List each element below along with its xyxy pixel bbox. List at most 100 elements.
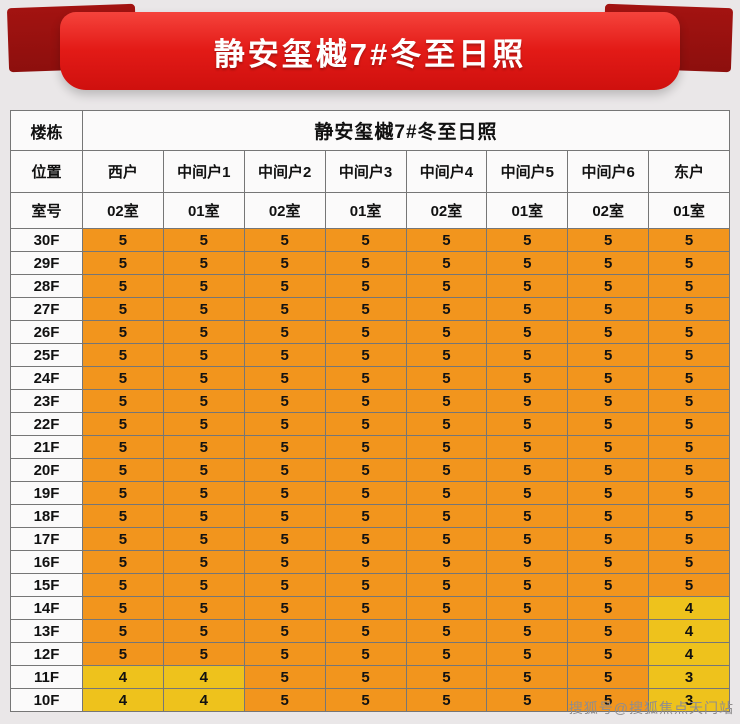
floor-row-18F: 18F 5 5 5 5 5 5 5 5 [10,504,730,528]
value-cell: 4 [82,688,164,712]
value-cell: 5 [648,297,730,321]
position-row: 位置 西户 中间户1 中间户2 中间户3 中间户4 中间户5 中间户6 东户 [10,150,730,193]
room-col-4: 02室 [405,192,488,229]
value-cell: 5 [324,527,407,551]
value-cell: 5 [82,274,164,298]
floor-row-15F: 15F 5 5 5 5 5 5 5 5 [10,573,730,597]
value-cell: 5 [82,435,164,459]
value-cell: 5 [243,320,326,344]
ribbon-main: 静安玺樾7#冬至日照 [60,12,680,90]
value-cell: 5 [243,435,326,459]
value-cell: 5 [82,596,164,620]
value-cell: 5 [405,435,488,459]
room-row: 室号 02室 01室 02室 01室 02室 01室 02室 01室 [10,192,730,229]
value-cell: 5 [243,688,326,712]
value-cell: 5 [486,527,569,551]
value-cell: 5 [324,435,407,459]
value-cell: 5 [486,619,569,643]
value-cell: 5 [324,412,407,436]
value-cell: 5 [567,665,650,689]
room-col-1: 01室 [162,192,245,229]
value-cell: 5 [162,274,245,298]
position-col-1: 中间户1 [162,150,245,193]
value-cell: 5 [162,619,245,643]
value-cell: 5 [324,665,407,689]
value-cell: 5 [567,389,650,413]
value-cell: 5 [486,297,569,321]
value-cell: 5 [324,251,407,275]
value-cell: 5 [162,481,245,505]
floor-label: 15F [10,573,83,597]
value-cell: 5 [567,343,650,367]
value-cell: 5 [324,343,407,367]
value-cell: 5 [324,481,407,505]
value-cell: 5 [486,320,569,344]
watermark: 搜狐号@搜狐焦点天门站 [568,700,734,716]
value-cell: 5 [243,596,326,620]
value-cell: 5 [405,550,488,574]
value-cell: 5 [405,458,488,482]
value-cell: 5 [405,389,488,413]
value-cell: 5 [324,573,407,597]
floor-label: 20F [10,458,83,482]
value-cell: 5 [567,274,650,298]
value-cell: 4 [648,642,730,666]
floor-row-10F: 10F 4 4 5 5 5 5 5 3 [10,688,730,712]
value-cell: 5 [324,458,407,482]
value-cell: 5 [243,619,326,643]
floor-label: 17F [10,527,83,551]
value-cell: 5 [648,320,730,344]
floor-row-29F: 29F 5 5 5 5 5 5 5 5 [10,251,730,275]
value-cell: 5 [486,435,569,459]
floor-label: 10F [10,688,83,712]
value-cell: 5 [405,366,488,390]
position-col-4: 中间户4 [405,150,488,193]
value-cell: 5 [82,412,164,436]
room-col-5: 01室 [486,192,569,229]
floor-row-25F: 25F 5 5 5 5 5 5 5 5 [10,343,730,367]
value-cell: 5 [405,665,488,689]
value-cell: 5 [405,320,488,344]
floor-label: 14F [10,596,83,620]
value-cell: 5 [82,458,164,482]
value-cell: 5 [324,550,407,574]
value-cell: 5 [243,228,326,252]
value-cell: 5 [567,527,650,551]
value-cell: 5 [567,228,650,252]
value-cell: 5 [243,642,326,666]
value-cell: 5 [324,297,407,321]
value-cell: 5 [486,550,569,574]
value-cell: 5 [162,389,245,413]
value-cell: 5 [405,412,488,436]
value-cell: 5 [486,481,569,505]
floor-label: 28F [10,274,83,298]
position-col-3: 中间户3 [324,150,407,193]
value-cell: 4 [162,688,245,712]
value-cell: 5 [243,297,326,321]
value-cell: 5 [243,366,326,390]
value-cell: 5 [243,458,326,482]
sunlight-table: 楼栋 静安玺樾7#冬至日照 位置 西户 中间户1 中间户2 中间户3 中间户4 中间户5 中间户6… [10,110,730,712]
value-cell: 5 [405,481,488,505]
floor-row-26F: 26F 5 5 5 5 5 5 5 5 [10,320,730,344]
value-cell: 5 [82,573,164,597]
floor-label: 18F [10,504,83,528]
floor-label: 16F [10,550,83,574]
floor-label: 29F [10,251,83,275]
value-cell: 5 [486,573,569,597]
value-cell: 5 [162,504,245,528]
floor-row-11F: 11F 4 4 5 5 5 5 5 3 [10,665,730,689]
value-cell: 5 [405,596,488,620]
value-cell: 5 [648,389,730,413]
value-cell: 5 [243,343,326,367]
value-cell: 5 [82,481,164,505]
value-cell: 5 [405,619,488,643]
value-cell: 5 [324,619,407,643]
value-cell: 5 [324,389,407,413]
value-cell: 5 [486,389,569,413]
value-cell: 5 [82,320,164,344]
value-cell: 5 [82,228,164,252]
value-cell: 5 [405,228,488,252]
position-col-0: 西户 [82,150,164,193]
room-col-2: 02室 [243,192,326,229]
